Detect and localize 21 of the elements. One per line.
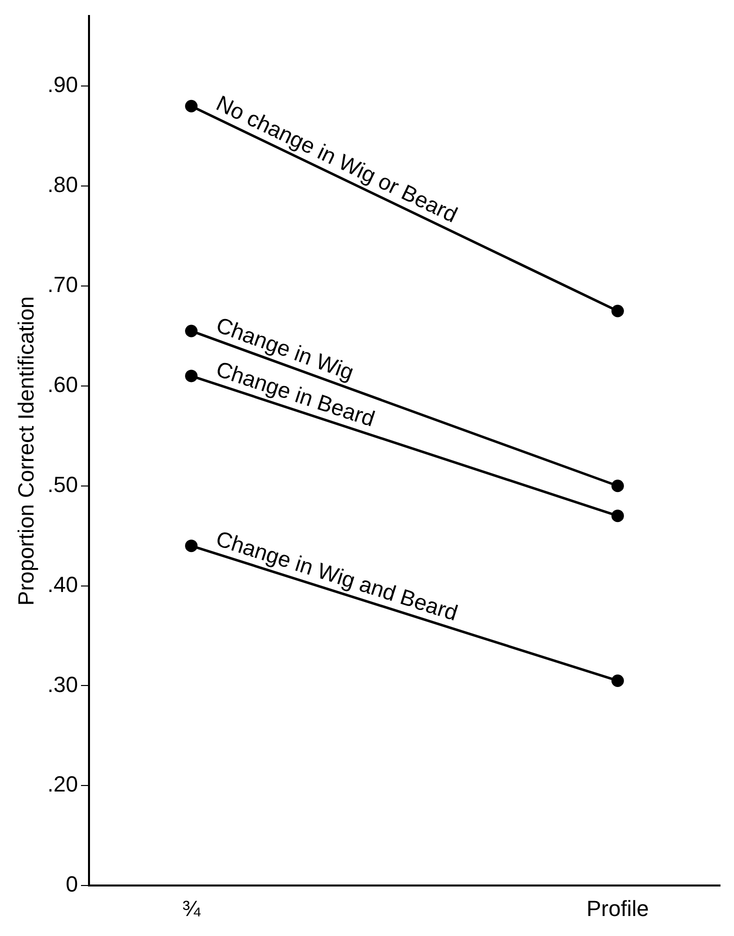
- y-tick-label: 0: [66, 872, 78, 897]
- point: [611, 480, 624, 492]
- point: [611, 304, 624, 318]
- y-tick-label: .30: [47, 672, 78, 697]
- point: [611, 510, 624, 522]
- y-tick-label: .70: [47, 272, 78, 298]
- point: [185, 100, 198, 112]
- y-axis-title: Proportion Correct Identification: [13, 296, 38, 606]
- point: [185, 324, 198, 338]
- y-tick-label: .40: [47, 572, 78, 597]
- y-tick-label: .50: [47, 472, 78, 497]
- point: [185, 370, 198, 382]
- point: [611, 674, 624, 687]
- y-tick-label: .20: [47, 772, 78, 797]
- text: Change in Wig and Beard: [213, 526, 461, 626]
- y-tick-label: .80: [47, 172, 78, 198]
- y-tick-label: .90: [47, 72, 78, 98]
- x-tick-label: Profile: [586, 896, 649, 921]
- point: [185, 540, 198, 552]
- x-tick-label: ¾: [182, 896, 202, 921]
- y-tick-label: .60: [47, 372, 78, 398]
